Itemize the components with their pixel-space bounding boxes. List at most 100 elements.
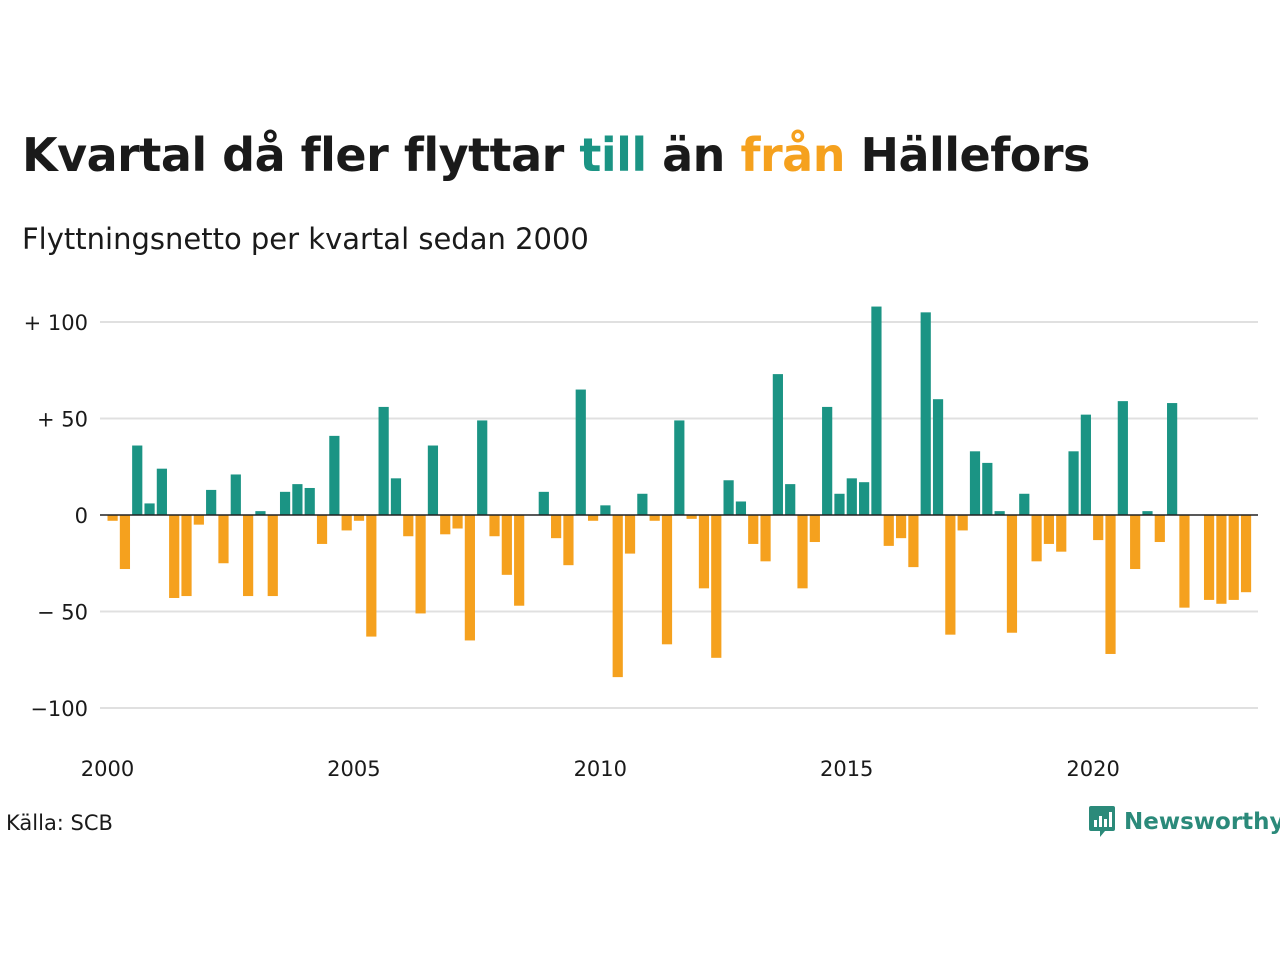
- bar-q73: [994, 511, 1005, 515]
- bar-q76: [1031, 515, 1042, 562]
- y-axis-labels: + 100 + 50 0 − 50 −100: [24, 311, 88, 721]
- chart-title: Kvartal då fler flyttar till än från Häl…: [22, 128, 1090, 182]
- bar-q38: [563, 515, 574, 566]
- bar-q24: [390, 478, 402, 515]
- title-part-1: Kvartal då fler flyttar: [22, 128, 580, 182]
- bar-q48: [686, 515, 697, 519]
- bar-q52: [735, 501, 747, 515]
- brand-name: Newsworthy: [1124, 809, 1280, 835]
- bar-q11: [230, 474, 241, 515]
- bar-q85: [1142, 511, 1153, 515]
- y-tick-label: − 50: [37, 601, 88, 625]
- bar-q70: [957, 515, 968, 531]
- x-tick-label: 2015: [820, 757, 873, 781]
- bar-q92: [1228, 515, 1239, 600]
- bar-q74: [1006, 515, 1018, 633]
- bar-q93: [1240, 515, 1252, 593]
- bar-q5: [156, 468, 167, 515]
- bar-q21: [353, 515, 365, 521]
- bar-q72: [982, 462, 993, 515]
- bar-q50: [711, 515, 722, 658]
- bar-q58: [809, 515, 820, 543]
- bar-q25: [403, 515, 414, 537]
- bar-q20: [341, 515, 352, 531]
- bar-q78: [1056, 515, 1067, 552]
- bar-q15: [279, 491, 291, 515]
- title-till: till: [579, 128, 647, 182]
- bar-q65: [895, 515, 907, 539]
- bar-q75: [1019, 493, 1030, 515]
- bar-q56: [785, 484, 796, 515]
- bar-q7: [181, 515, 192, 597]
- bar-q42: [612, 515, 623, 678]
- grid-layer: [100, 321, 1258, 709]
- bars-layer: [107, 306, 1252, 678]
- title-part-2: än: [646, 128, 741, 182]
- bar-q32: [489, 515, 500, 537]
- bar-q33: [501, 515, 512, 575]
- bar-q4: [144, 503, 155, 515]
- bar-q47: [674, 420, 685, 515]
- bar-q10: [218, 515, 229, 564]
- bar-q36: [538, 491, 549, 515]
- x-axis-labels: 2000 2005 2010 2015 2020: [81, 757, 1120, 781]
- chart-subtitle: Flyttningsnetto per kvartal sedan 2000: [22, 222, 589, 256]
- bar-q8: [193, 515, 204, 525]
- bar-q16: [292, 484, 303, 515]
- bar-q77: [1043, 515, 1055, 544]
- bar-q62: [859, 482, 870, 515]
- x-tick-label: 2005: [327, 757, 380, 781]
- bar-q54: [760, 515, 771, 562]
- bar-q79: [1068, 451, 1079, 515]
- bar-q26: [415, 515, 426, 614]
- bar-q64: [883, 515, 894, 546]
- bar-q66: [908, 515, 919, 568]
- bar-q23: [378, 406, 389, 515]
- bar-q90: [1203, 515, 1215, 600]
- bar-q44: [637, 493, 648, 515]
- bar-q59: [822, 406, 833, 515]
- bar-q40: [587, 515, 599, 521]
- source-note: Källa: SCB: [6, 811, 113, 835]
- bar-q37: [551, 515, 562, 539]
- title-part-3: Hällefors: [844, 128, 1090, 182]
- bar-q87: [1167, 403, 1178, 515]
- bar-q43: [624, 515, 636, 554]
- bar-q69: [945, 515, 956, 635]
- bar-q51: [723, 480, 734, 515]
- bar-q39: [575, 389, 586, 515]
- bar-q84: [1130, 515, 1141, 570]
- bar-q91: [1216, 515, 1227, 604]
- brand-logo: Newsworthy: [1088, 804, 1280, 840]
- bar-q28: [440, 515, 451, 535]
- newsworthy-logo-icon: [1089, 806, 1115, 837]
- bar-q34: [514, 515, 525, 606]
- bar-q82: [1105, 515, 1116, 654]
- x-tick-label: 2010: [574, 757, 627, 781]
- bar-q71: [969, 451, 981, 515]
- y-tick-label: 0: [75, 504, 88, 528]
- bar-q46: [661, 515, 673, 645]
- bar-q81: [1093, 515, 1104, 541]
- bar-q22: [366, 515, 377, 637]
- bar-q6: [169, 515, 180, 598]
- bar-q3: [132, 445, 143, 515]
- x-tick-label: 2020: [1066, 757, 1119, 781]
- bar-q17: [304, 487, 315, 515]
- bar-q27: [427, 445, 439, 515]
- bar-q31: [477, 420, 488, 515]
- bar-q61: [846, 478, 857, 515]
- bar-q53: [748, 515, 759, 544]
- bar-q12: [243, 515, 254, 597]
- bar-q2: [119, 515, 131, 570]
- bar-q60: [834, 493, 845, 515]
- bar-q67: [920, 312, 931, 515]
- bar-q80: [1080, 414, 1091, 515]
- bar-q68: [932, 399, 944, 515]
- bar-q63: [871, 306, 882, 515]
- y-tick-label: + 100: [24, 311, 88, 335]
- y-tick-label: −100: [30, 697, 88, 721]
- bar-q29: [452, 515, 463, 529]
- bar-q55: [772, 374, 783, 515]
- bar-q13: [255, 511, 266, 515]
